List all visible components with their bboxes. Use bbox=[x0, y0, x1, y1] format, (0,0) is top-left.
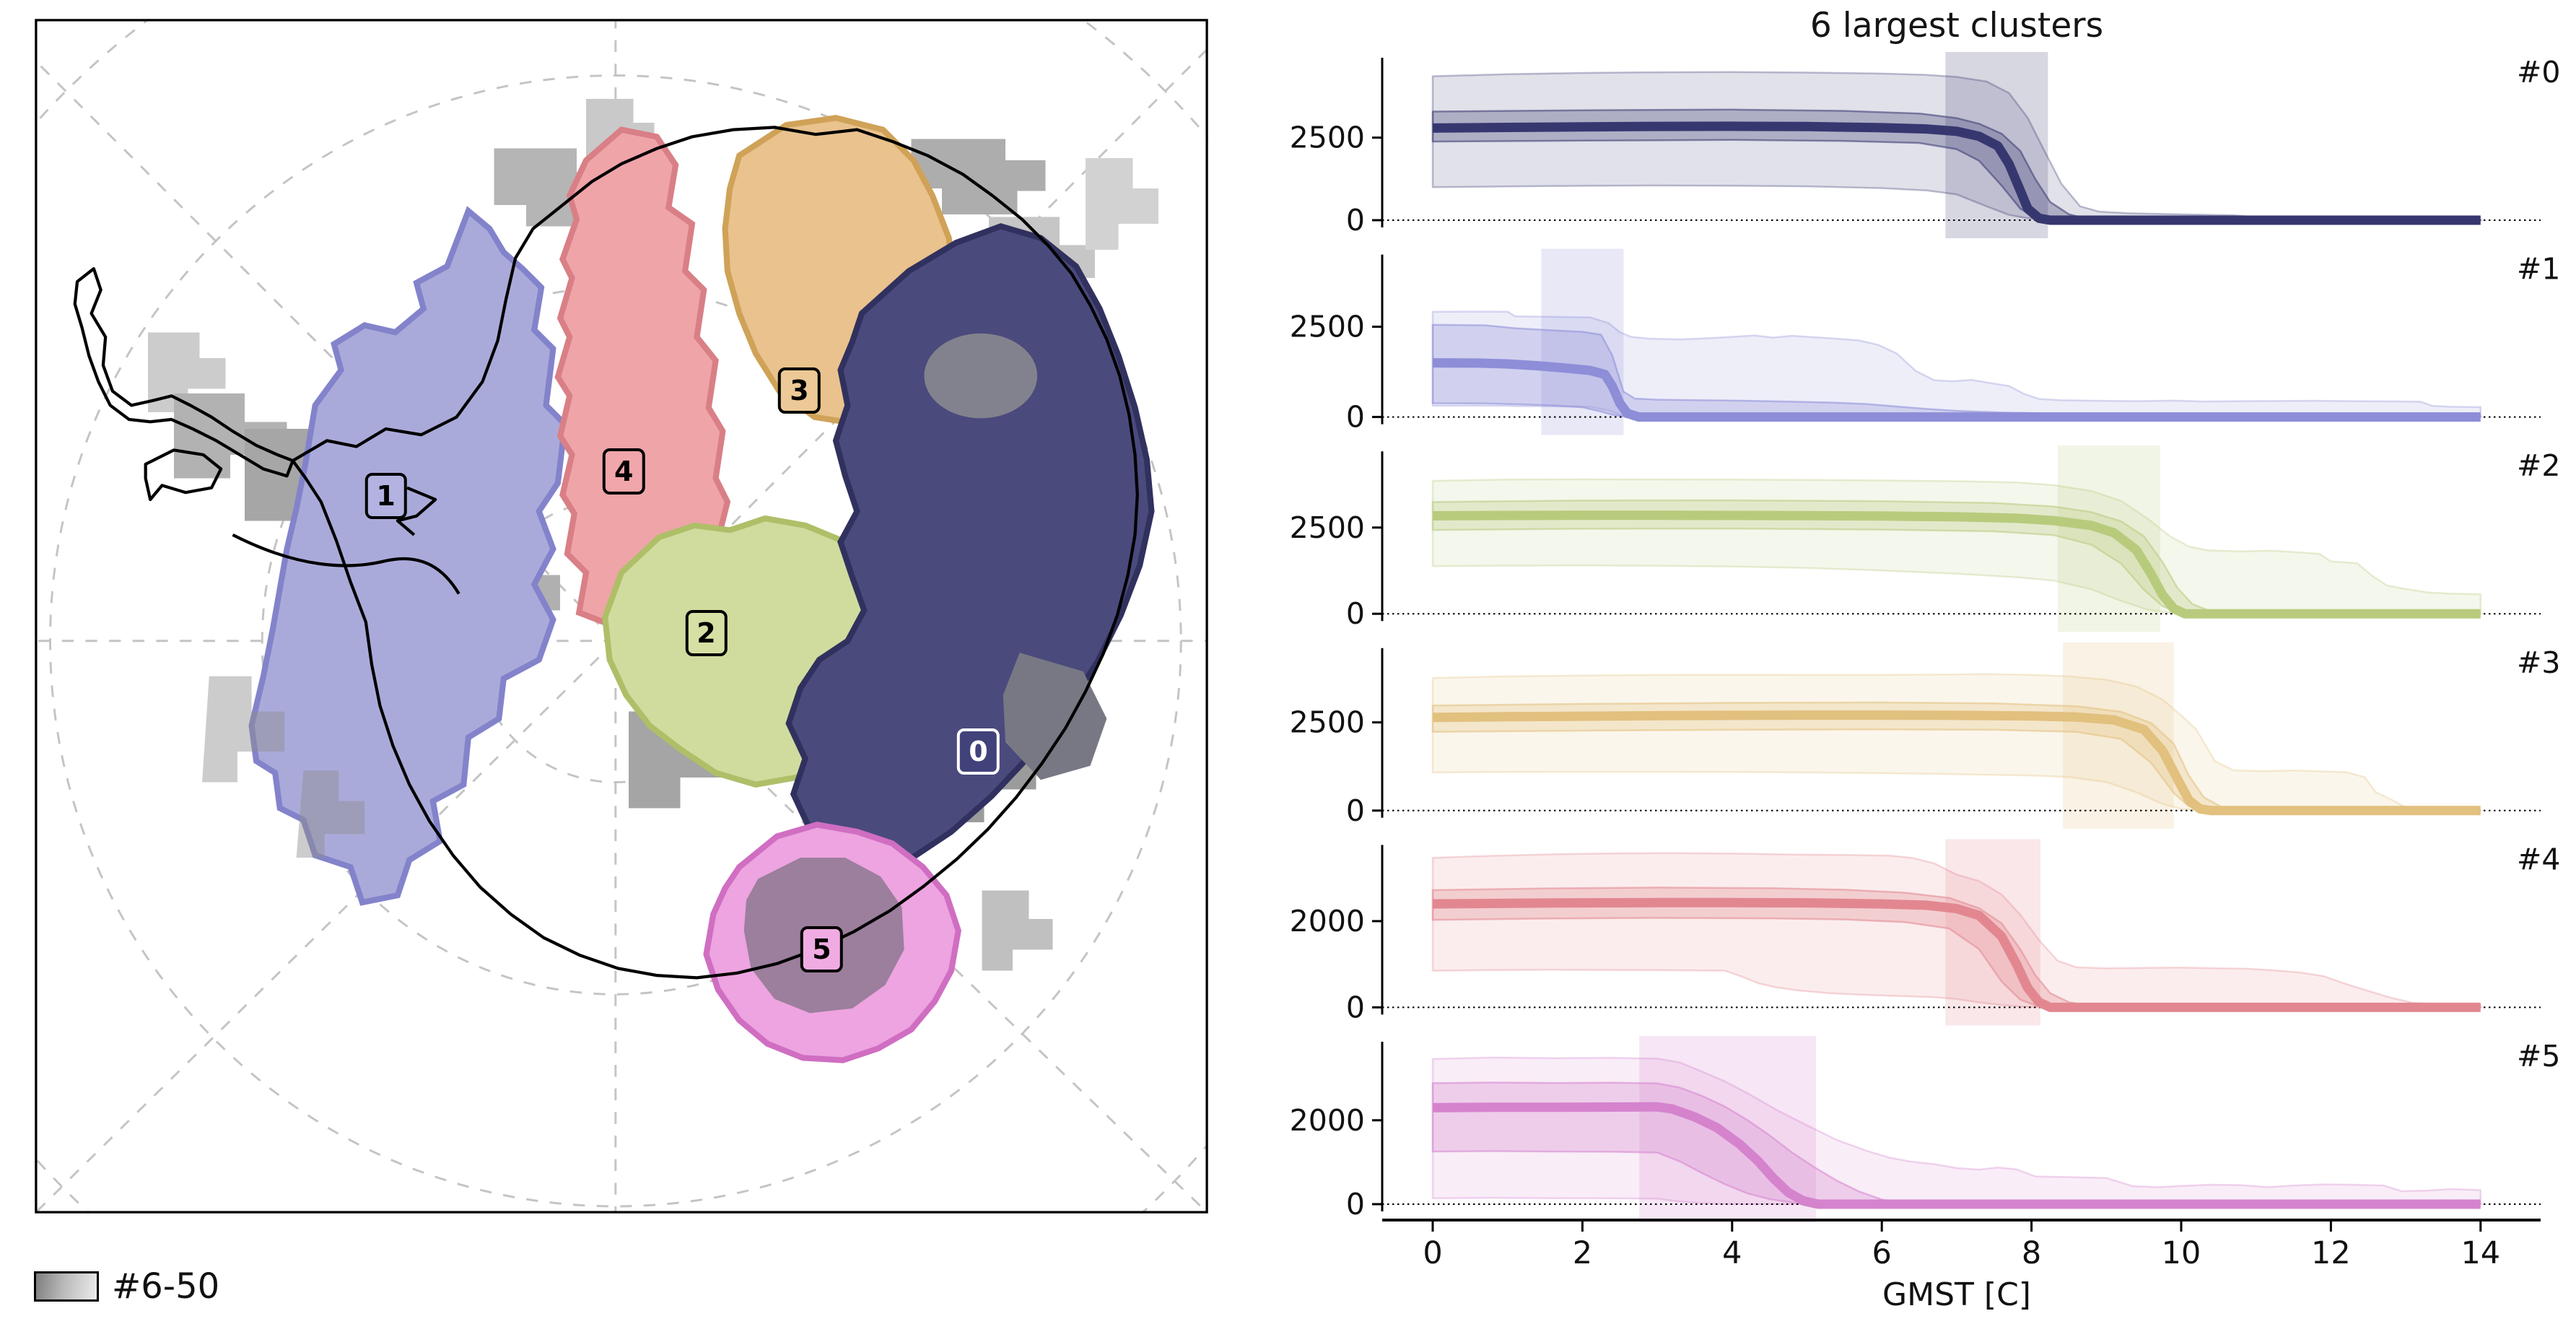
x-tick-label: 4 bbox=[1722, 1235, 1742, 1271]
subplot-label: #1 bbox=[2517, 252, 2560, 287]
y-tick-label: 0 bbox=[1346, 793, 1365, 828]
subplot-label: #3 bbox=[2517, 645, 2560, 680]
subplot-2: 0 2500 #2 bbox=[1290, 445, 2560, 632]
cluster-0-gray-patch bbox=[1003, 653, 1107, 780]
cluster-0-gray-patch bbox=[924, 333, 1038, 419]
map-cluster-label-1: 1 bbox=[364, 473, 407, 520]
legend-label: #6-50 bbox=[112, 1266, 220, 1307]
x-tick-label: 6 bbox=[1872, 1235, 1892, 1271]
outer-band bbox=[1431, 478, 2482, 615]
y-tick-label: 0 bbox=[1346, 1187, 1365, 1221]
subplot-0: 0 2500 #0 bbox=[1290, 52, 2560, 238]
cluster-regions bbox=[202, 115, 1155, 1063]
map-cluster-label-5: 5 bbox=[800, 926, 843, 973]
subplot-1: 0 2500 #1 bbox=[1290, 248, 2560, 435]
clusters-chart: 0 2500 #0 0 2500 #1 0 2500 #2 0 2500 #3 0 2000 #4 0 2000… bbox=[1290, 52, 2560, 1271]
subplot-label: #0 bbox=[2517, 55, 2560, 90]
subplot-4: 0 2000 #4 bbox=[1290, 839, 2560, 1026]
map-legend: #6-50 bbox=[34, 1266, 219, 1307]
x-axis-label: GMST [C] bbox=[1882, 1276, 2031, 1313]
highlight-band bbox=[2057, 445, 2160, 632]
clusters-chart-panel: 6 largest clusters 0 2500 #0 0 2500 #1 0 2500 #2… bbox=[1249, 0, 2576, 1324]
y-tick-label: 2000 bbox=[1290, 1103, 1365, 1138]
y-tick-label: 0 bbox=[1346, 990, 1365, 1024]
median-line bbox=[1432, 710, 2481, 816]
x-tick-label: 12 bbox=[2311, 1235, 2351, 1271]
antarctica-map bbox=[35, 19, 1208, 1214]
x-tick-label: 2 bbox=[1573, 1235, 1592, 1271]
y-tick-label: 0 bbox=[1346, 596, 1365, 631]
subplot-label: #4 bbox=[2517, 842, 2560, 876]
outer-band bbox=[1431, 673, 2482, 812]
median-line bbox=[1432, 510, 2481, 619]
subplot-label: #5 bbox=[2517, 1039, 2560, 1073]
median-line bbox=[1432, 358, 2481, 422]
x-tick-label: 10 bbox=[2162, 1235, 2201, 1271]
subplot-label: #2 bbox=[2517, 448, 2560, 483]
y-tick-label: 0 bbox=[1346, 203, 1365, 238]
coastline bbox=[73, 126, 1139, 980]
highlight-band bbox=[1541, 248, 1624, 435]
x-tick-label: 14 bbox=[2461, 1235, 2500, 1271]
median-line bbox=[1432, 121, 2481, 225]
y-tick-label: 0 bbox=[1346, 400, 1365, 435]
map-contents bbox=[35, 19, 1208, 1214]
map-cluster-label-4: 4 bbox=[603, 448, 645, 495]
gray-speckle bbox=[202, 676, 285, 783]
subplot-5: 0 2000 #5 bbox=[1290, 1036, 2560, 1222]
x-tick-label: 8 bbox=[2022, 1235, 2041, 1271]
legend-gray-swatch bbox=[34, 1271, 99, 1302]
cluster-region-1 bbox=[248, 206, 568, 906]
map-cluster-label-2: 2 bbox=[685, 609, 728, 656]
subplot-3: 0 2500 #3 bbox=[1290, 642, 2560, 829]
chart-title: 6 largest clusters bbox=[1809, 6, 2104, 45]
median-line bbox=[1432, 897, 2481, 1012]
antarctica-map-panel: 0 1 2 3 4 5 bbox=[32, 17, 1210, 1216]
x-tick-label: 0 bbox=[1423, 1235, 1442, 1271]
map-cluster-label-0: 0 bbox=[957, 728, 1000, 775]
y-tick-label: 2500 bbox=[1290, 510, 1365, 545]
y-tick-label: 2000 bbox=[1290, 904, 1365, 938]
map-cluster-label-3: 3 bbox=[778, 367, 821, 414]
y-tick-label: 2500 bbox=[1290, 121, 1365, 155]
gray-speckle bbox=[296, 770, 365, 858]
median-line bbox=[1432, 1102, 2481, 1209]
y-tick-label: 2500 bbox=[1290, 310, 1365, 344]
y-tick-label: 2500 bbox=[1290, 705, 1365, 740]
